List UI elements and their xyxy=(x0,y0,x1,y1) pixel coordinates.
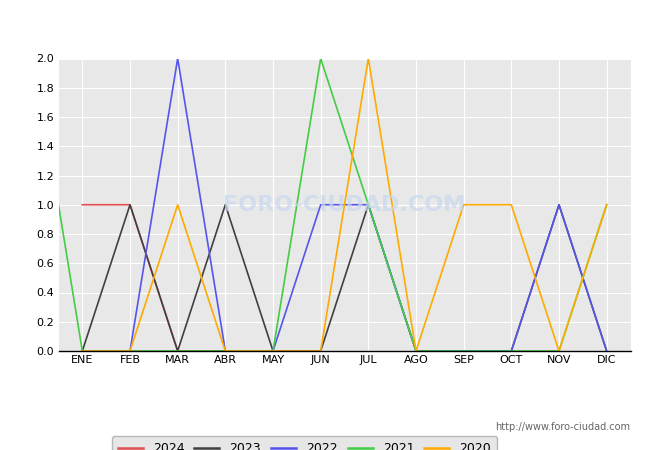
Text: http://www.foro-ciudad.com: http://www.foro-ciudad.com xyxy=(495,422,630,432)
Legend: 2024, 2023, 2022, 2021, 2020: 2024, 2023, 2022, 2021, 2020 xyxy=(112,436,497,450)
Text: Matriculaciones de Vehiculos en Forfoleda: Matriculaciones de Vehiculos en Forfoled… xyxy=(151,11,499,29)
Text: FORO-CIUDAD.COM: FORO-CIUDAD.COM xyxy=(224,195,465,215)
